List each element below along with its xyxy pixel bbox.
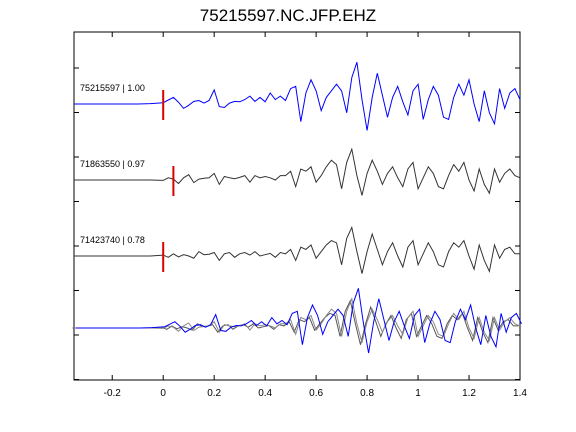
x-tick-label: 1 [415,388,421,399]
trace-3-label: 71423740 | 0.78 [80,235,145,245]
traces-layer [74,62,521,274]
chart-title: 75215597.NC.JFP.EHZ [199,6,377,25]
trace-1-label: 75215597 | 1.00 [80,83,145,93]
x-tick-label: -0.2 [104,388,122,399]
plot-area [73,31,521,381]
x-tick-label: 0.8 [360,388,374,399]
axis-ticks: -0.2 0 0.2 0.4 0.6 0.8 1 1.2 1.4 [74,32,527,399]
x-tick-label: 1.2 [462,388,476,399]
x-tick-label: 0.4 [258,388,272,399]
trace-1-line [74,62,521,131]
x-tick-label: 0 [160,388,166,399]
x-tick-label: 0.6 [309,388,323,399]
picks-layer [162,90,175,272]
x-tick-label: 1.4 [513,388,527,399]
x-tick-label: 0.2 [207,388,221,399]
overlay-layer [72,288,522,354]
overlay-trace-2-line [74,296,521,343]
overlay-trace-1-line [75,288,522,354]
trace-2-label: 71863550 | 0.97 [80,159,145,169]
trace-labels-layer: 75215597 | 1.00 71863550 | 0.97 71423740 |… [80,83,145,245]
overlay-trace-3-line [72,299,519,345]
trace-3-line [74,225,520,274]
trace-2-line [74,147,521,196]
